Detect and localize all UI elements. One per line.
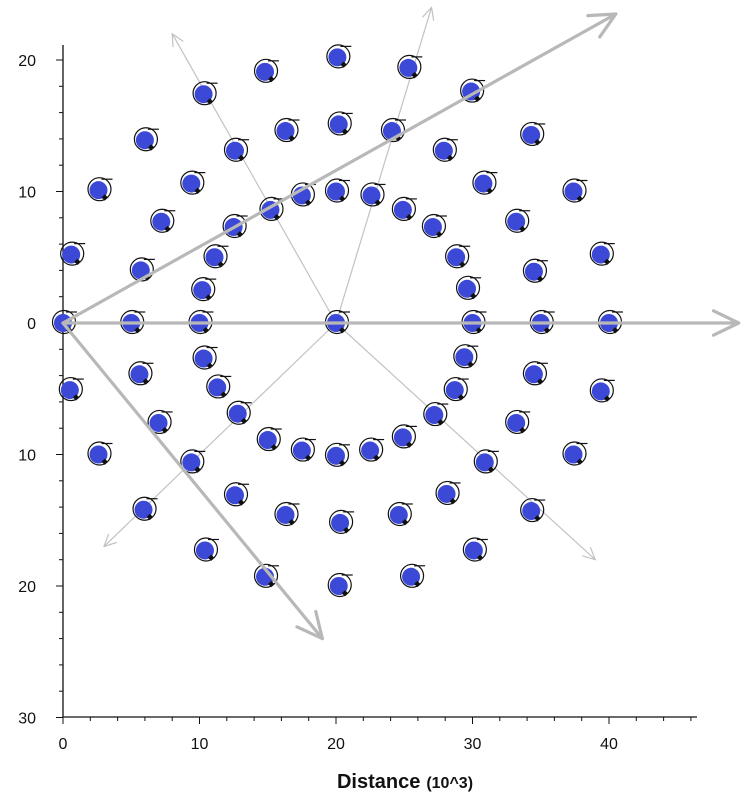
data-point [562, 441, 588, 466]
data-point [435, 480, 461, 506]
data-point [326, 44, 352, 69]
x-tick-label: 10 [191, 736, 209, 753]
data-point [274, 117, 300, 143]
data-point [206, 374, 232, 399]
data-point [58, 376, 84, 402]
data-point [147, 409, 173, 435]
data-point [226, 400, 252, 425]
thick-ray [61, 309, 741, 337]
data-point [472, 170, 498, 195]
data-point [391, 196, 417, 222]
data-point [180, 449, 206, 474]
data-point [445, 244, 471, 269]
x-tick-label: 40 [600, 736, 618, 753]
data-points [51, 44, 623, 598]
data-point [132, 496, 158, 521]
thin-ray-group [103, 6, 596, 561]
thick-ray [61, 12, 618, 325]
thick-ray [61, 321, 324, 641]
data-point [360, 182, 386, 207]
data-point [399, 563, 426, 588]
data-point [522, 258, 548, 283]
thin-ray [171, 33, 337, 324]
data-point [203, 244, 229, 269]
data-point [505, 409, 531, 435]
data-point [505, 208, 531, 233]
data-point [522, 361, 548, 386]
data-point [455, 275, 482, 300]
data-point [133, 127, 159, 152]
data-point [432, 137, 458, 162]
data-point [223, 482, 249, 507]
data-point [520, 121, 546, 147]
data-point [328, 509, 355, 534]
data-point [324, 178, 350, 203]
y-tick-label: 0 [27, 316, 36, 333]
data-point [391, 424, 417, 449]
data-point [223, 137, 249, 162]
data-point [520, 497, 546, 523]
data-point [327, 111, 353, 136]
data-point [327, 572, 353, 598]
data-point [192, 81, 218, 106]
data-point [453, 344, 479, 369]
data-point [359, 437, 385, 462]
y-tick-label: 20 [18, 53, 36, 70]
y-tick-label: 30 [18, 711, 36, 728]
data-point [473, 449, 499, 474]
data-point [274, 501, 300, 527]
x-tick-label: 20 [327, 736, 345, 753]
data-point [589, 241, 615, 266]
y-tick-label: 20 [18, 579, 36, 596]
thick-ray-group [61, 12, 741, 641]
data-point [253, 58, 280, 83]
data-point [129, 257, 155, 282]
data-point [589, 378, 615, 403]
x-axis-title: Distance (10^3) [337, 771, 473, 793]
data-point [443, 376, 469, 402]
data-point [290, 437, 316, 462]
data-point [87, 441, 113, 466]
data-point [256, 426, 282, 452]
data-point [60, 241, 86, 266]
data-point [180, 170, 206, 195]
x-tick-label: 0 [59, 736, 68, 753]
data-point [87, 177, 113, 202]
data-point [150, 208, 176, 233]
x-axis-ticks: 0 10 20 30 40 [59, 717, 692, 753]
y-tick-label: 10 [18, 448, 36, 465]
data-point [397, 54, 423, 79]
data-point [193, 537, 219, 562]
axes: 0 10 20 30 40 20 10 0 10 20 30 [18, 45, 697, 753]
data-point [191, 277, 217, 302]
data-point [324, 442, 350, 467]
thin-ray [335, 6, 435, 324]
data-point [462, 537, 488, 562]
data-point [192, 345, 218, 370]
x-tick-label: 30 [464, 736, 482, 753]
y-tick-label: 10 [18, 185, 36, 202]
data-point [421, 213, 447, 239]
data-point [128, 361, 154, 386]
data-point [387, 501, 413, 527]
thin-ray [335, 322, 596, 561]
y-axis-ticks: 20 10 0 10 20 30 [18, 53, 63, 728]
data-point [562, 178, 588, 203]
